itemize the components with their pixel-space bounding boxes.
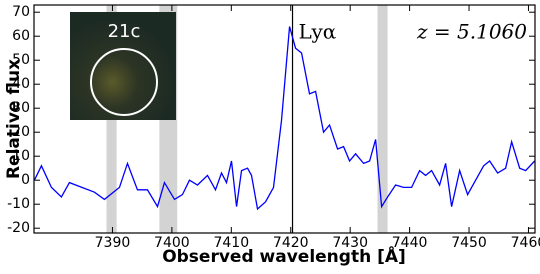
y-tick-label: 70: [12, 4, 30, 20]
y-tick-label: 30: [12, 100, 30, 116]
spectrum-line: [33, 26, 536, 211]
annotation: z = 5.1060: [416, 20, 527, 44]
x-tick-label: 7440: [392, 235, 428, 251]
y-tick-label: 0: [21, 172, 30, 188]
y-tick-label: -20: [7, 220, 30, 236]
x-tick-label: 7430: [332, 235, 368, 251]
y-tick-label: -10: [7, 196, 30, 212]
y-axis-label: Relative flux: [4, 59, 24, 179]
y-tick-label: 40: [12, 76, 30, 92]
x-tick-label: 7400: [154, 235, 190, 251]
x-tick-label: 7420: [273, 235, 309, 251]
x-tick-label: 7390: [95, 235, 131, 251]
x-tick-label: 7450: [451, 235, 487, 251]
inset-image: [70, 12, 176, 120]
plot-frame: [33, 4, 536, 234]
x-tick-label: 7460: [511, 235, 540, 251]
y-tick-label: 50: [12, 52, 30, 68]
reference-label: Lyα: [299, 20, 337, 44]
x-tick-label: 7410: [213, 235, 249, 251]
x-axis-label: Observed wavelength [Å]: [162, 244, 406, 267]
y-tick-label: 60: [12, 28, 30, 44]
inset: 21c: [70, 12, 176, 120]
y-tick-label: 10: [12, 148, 30, 164]
inset-label: 21c: [108, 21, 141, 42]
shaded-region: [377, 5, 388, 233]
inset-aperture: [90, 48, 158, 116]
y-tick-label: 20: [12, 124, 30, 140]
